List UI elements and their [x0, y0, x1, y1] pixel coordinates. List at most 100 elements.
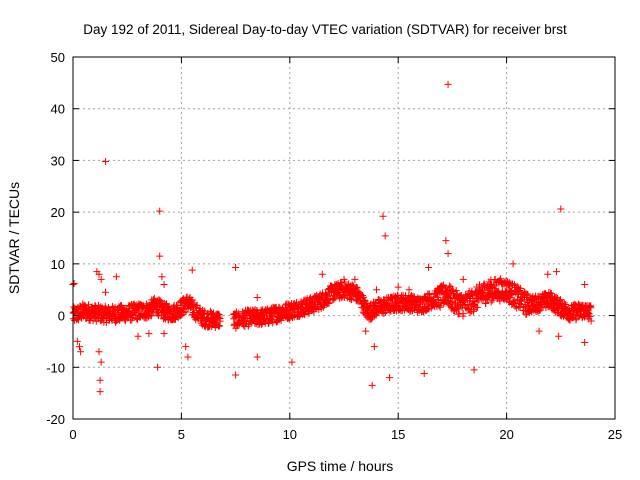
data-point — [122, 315, 130, 323]
data-point — [245, 320, 253, 328]
data-point — [148, 312, 156, 320]
data-point — [425, 263, 433, 271]
axis-ticks: 0 5 10 15 20 25 -20 -10 0 10 20 30 40 50 — [46, 50, 622, 442]
data-point — [516, 284, 524, 292]
data-point — [394, 283, 402, 291]
data-point — [405, 286, 413, 294]
data-point — [102, 288, 110, 296]
data-point — [126, 302, 134, 310]
data-point — [581, 281, 589, 289]
data-point — [562, 300, 570, 308]
data-point — [459, 275, 467, 283]
data-point — [547, 290, 555, 298]
data-point — [496, 297, 504, 305]
x-tick-label: 10 — [283, 427, 297, 442]
data-point — [257, 320, 265, 328]
data-point — [587, 317, 595, 325]
data-point — [586, 312, 594, 320]
x-tick-label: 25 — [608, 427, 622, 442]
y-tick-label: 50 — [51, 50, 65, 65]
data-point — [491, 276, 499, 284]
data-point — [156, 207, 164, 215]
y-tick-label: -10 — [46, 360, 65, 375]
y-tick-label: 30 — [51, 153, 65, 168]
data-point — [102, 157, 110, 165]
data-point — [541, 290, 549, 298]
data-point — [444, 80, 452, 88]
data-point — [557, 205, 565, 213]
data-point — [338, 279, 346, 287]
data-point — [145, 313, 153, 321]
data-point — [73, 337, 81, 345]
data-point — [587, 304, 595, 312]
y-tick-label: 10 — [51, 257, 65, 272]
data-point — [436, 303, 444, 311]
y-tick-label: -20 — [46, 412, 65, 427]
data-point — [373, 286, 381, 294]
data-point — [370, 343, 378, 351]
data-point — [466, 309, 474, 317]
y-tick-label: 20 — [51, 205, 65, 220]
data-point — [455, 305, 463, 313]
data-point — [497, 279, 505, 287]
data-point — [210, 314, 218, 322]
data-point — [581, 338, 589, 346]
data-point — [215, 311, 223, 319]
data-point — [184, 353, 192, 361]
data-point — [407, 307, 415, 315]
data-point — [507, 291, 515, 299]
data-point — [362, 327, 370, 335]
data-point — [552, 268, 560, 276]
data-point — [474, 303, 482, 311]
data-point — [325, 299, 333, 307]
data-point — [371, 312, 379, 320]
data-point — [239, 321, 247, 329]
data-point — [160, 281, 168, 289]
data-point — [145, 330, 153, 338]
data-point — [468, 292, 476, 300]
data-point — [158, 273, 166, 281]
data-point — [444, 250, 452, 258]
y-axis-label: SDTVAR / TECUs — [6, 182, 22, 294]
data-point — [544, 270, 552, 278]
data-point — [216, 322, 224, 330]
chart-title: Day 192 of 2011, Sidereal Day-to-day VTE… — [83, 22, 567, 37]
data-point — [518, 297, 526, 305]
data-point — [583, 306, 591, 314]
data-point — [134, 332, 142, 340]
data-point — [253, 293, 261, 301]
data-point — [386, 374, 394, 382]
data-point — [442, 237, 450, 245]
data-point — [76, 343, 84, 351]
data-point — [188, 296, 196, 304]
data-points — [69, 80, 595, 396]
data-point — [156, 252, 164, 260]
data-point — [448, 286, 456, 294]
data-point — [330, 295, 338, 303]
data-point — [96, 376, 104, 384]
x-tick-label: 15 — [391, 427, 405, 442]
data-point — [509, 260, 517, 268]
data-point — [555, 332, 563, 340]
data-point — [379, 212, 387, 220]
data-point — [442, 284, 450, 292]
data-point — [452, 287, 460, 295]
data-point — [459, 310, 467, 318]
data-point — [97, 275, 105, 283]
data-point — [160, 330, 168, 338]
data-point — [160, 313, 168, 321]
data-point — [506, 286, 514, 294]
data-point — [351, 275, 359, 283]
data-point — [77, 348, 85, 356]
plot-frame — [72, 56, 616, 420]
data-point — [478, 288, 486, 296]
data-point — [420, 369, 428, 377]
data-point — [193, 302, 201, 310]
data-point — [410, 293, 418, 301]
data-point — [288, 358, 296, 366]
x-axis-label: GPS time / hours — [287, 458, 394, 474]
data-point — [535, 327, 543, 335]
data-point — [368, 315, 376, 323]
x-tick-label: 0 — [69, 427, 76, 442]
